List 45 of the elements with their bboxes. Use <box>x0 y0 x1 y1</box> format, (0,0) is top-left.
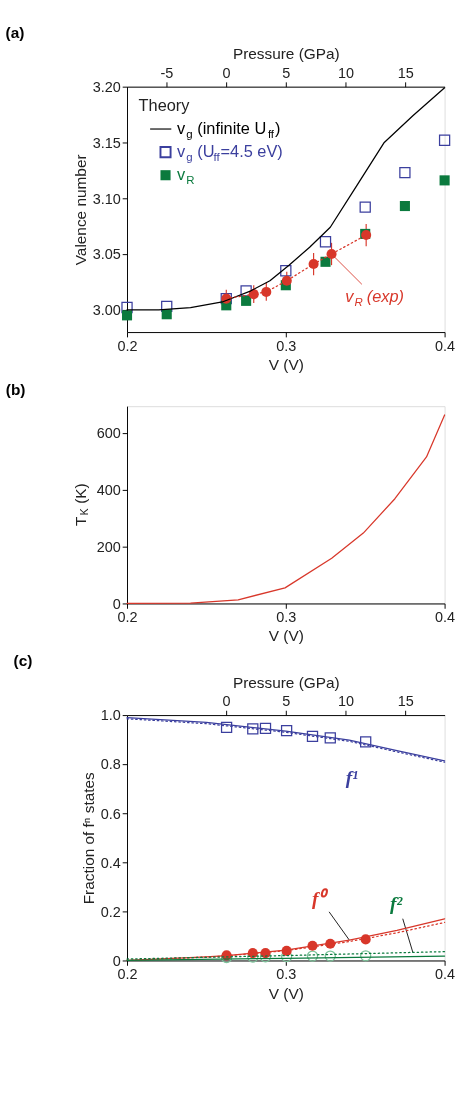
x-tick-label: 0.4 <box>435 337 456 354</box>
y-tick-label: 0.6 <box>100 805 121 822</box>
x-axis-title: V (V) <box>268 627 304 645</box>
y-tick-label: 0.2 <box>100 903 121 920</box>
y-tick-label: 0.8 <box>100 756 121 773</box>
y-tick-label: 3.10 <box>92 190 121 207</box>
x2-tick-label: 10 <box>337 64 355 81</box>
legend-title: Theory <box>138 95 191 114</box>
y-axis-title: Valence number <box>71 154 89 266</box>
y-tick-label: 3.05 <box>92 246 121 263</box>
x2-axis-title: Pressure (GPa) <box>232 673 340 691</box>
chart-title: (c) <box>13 652 33 670</box>
y-tick-label: 200 <box>96 538 121 555</box>
y-tick-label: 0 <box>112 952 121 969</box>
text: f² <box>390 893 404 915</box>
series-label: f⁰ <box>312 888 330 910</box>
x2-tick-label: 5 <box>282 64 291 81</box>
chart-title: (a) <box>5 23 25 41</box>
x2-tick-label: 0 <box>222 64 231 81</box>
y-axis-title: TK (K) <box>71 483 91 526</box>
x-axis-title: V (V) <box>268 356 304 374</box>
y-tick-label: 0.4 <box>100 854 121 871</box>
x2-tick-label: 0 <box>222 692 231 709</box>
x2-tick-label: 15 <box>397 692 414 709</box>
y-tick-label: 600 <box>96 425 121 442</box>
x-tick-label: 0.3 <box>276 337 297 354</box>
x2-tick-label: 15 <box>397 64 414 81</box>
y-tick-label: 400 <box>96 482 121 499</box>
x-axis-title: V (V) <box>268 984 304 1002</box>
y-tick-label: 3.15 <box>92 134 121 151</box>
x-tick-label: 0.4 <box>435 609 456 626</box>
y-tick-label: 0 <box>112 595 121 612</box>
x2-tick-label: -5 <box>160 64 174 81</box>
x-tick-label: 0.3 <box>276 966 297 983</box>
y-tick-label: 3.20 <box>92 78 121 95</box>
y-axis-title: Fraction of fⁿ states <box>79 771 97 905</box>
series-label: f¹ <box>345 767 359 789</box>
y-tick-label: 1.0 <box>100 707 121 724</box>
y-tick-label: 3.00 <box>92 302 121 319</box>
chart-title: (b) <box>5 380 26 398</box>
x2-tick-label: 10 <box>337 692 355 709</box>
x-tick-label: 0.3 <box>276 609 297 626</box>
x2-axis-title: Pressure (GPa) <box>232 45 340 63</box>
x2-tick-label: 5 <box>282 692 291 709</box>
x-tick-label: 0.4 <box>435 966 456 983</box>
